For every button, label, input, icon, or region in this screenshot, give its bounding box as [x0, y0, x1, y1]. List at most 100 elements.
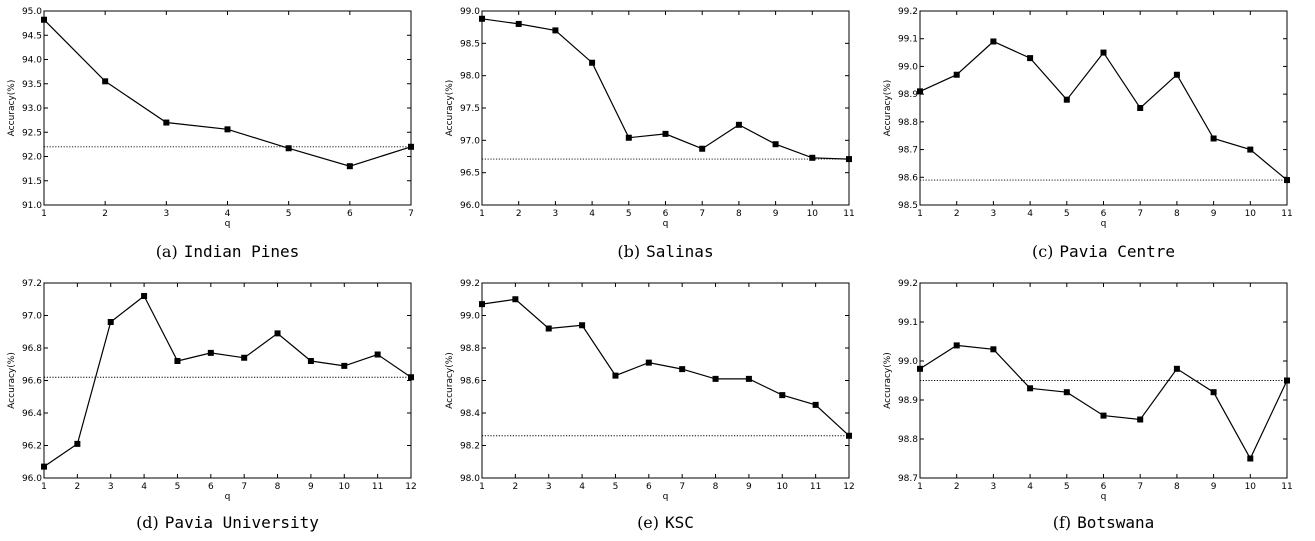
y-tick-label: 98.0	[460, 72, 480, 82]
data-point	[1137, 105, 1144, 111]
x-axis-label: q	[1101, 492, 1107, 502]
caption-dataset-name: Botswana	[1077, 513, 1154, 532]
x-tick-label: 11	[843, 209, 854, 219]
x-tick-label: 4	[225, 209, 231, 219]
y-tick-label: 91.5	[22, 177, 42, 187]
caption-dataset-name: Indian Pines	[184, 242, 300, 261]
x-tick-label: 10	[1245, 209, 1257, 219]
caption-letter: (f)	[1053, 513, 1071, 532]
data-point	[174, 358, 181, 364]
chart-panel-4: 96.096.296.496.696.897.097.21 2 3 4 5 6 7 8 9 10 1…	[7, 279, 417, 532]
y-axis-label: Accuracy(%)	[883, 80, 893, 137]
x-tick-label: 9	[308, 482, 314, 492]
data-point	[917, 88, 923, 95]
x-tick-label: 8	[1174, 209, 1180, 219]
data-point	[579, 322, 586, 329]
y-tick-label: 98.5	[460, 39, 480, 49]
data-point	[1137, 416, 1144, 423]
panel-caption: (b) Salinas	[617, 242, 713, 261]
y-tick-label: 99.2	[898, 279, 918, 289]
x-tick-label: 2	[954, 209, 960, 219]
y-tick-label: 96.0	[22, 474, 42, 484]
x-tick-label: 10	[807, 209, 819, 219]
caption-letter: (e)	[637, 513, 659, 532]
data-point	[1284, 177, 1290, 184]
y-tick-label: 92.0	[22, 153, 42, 163]
caption-dataset-name: Pavia Centre	[1059, 242, 1175, 261]
x-tick-label: 5	[613, 482, 619, 492]
y-tick-label: 97.2	[22, 279, 42, 289]
series-line	[43, 19, 412, 167]
y-tick-label: 96.0	[460, 201, 480, 211]
y-tick-label: 99.2	[898, 7, 918, 17]
y-tick-label: 96.2	[22, 442, 42, 452]
chart-panel-2: 96.0 96.5 97.0 97.5 98.0 98.5 99.0 1 2 3 4 5 6 7 8 9 10 1…	[445, 7, 855, 261]
data-point	[679, 366, 686, 373]
y-tick-label: 99.0	[460, 7, 480, 17]
panel-caption: (c) Pavia Centre	[1032, 242, 1175, 261]
data-point	[812, 401, 819, 408]
data-point	[374, 351, 381, 358]
data-point	[552, 27, 559, 34]
plot-frame	[43, 282, 412, 479]
data-point	[735, 121, 742, 128]
y-tick-label: 94.5	[22, 31, 42, 41]
series-line	[481, 298, 850, 437]
x-tick-label: 4	[589, 209, 595, 219]
data-point	[479, 301, 485, 308]
data-point	[408, 143, 414, 150]
y-tick-label: 97.5	[460, 104, 480, 114]
data-point	[479, 15, 485, 22]
y-tick-label: 96.4	[22, 409, 42, 419]
y-tick-label: 94.0	[22, 56, 42, 66]
y-axis-label: Accuracy(%)	[445, 80, 455, 137]
data-point	[1173, 365, 1180, 372]
data-point	[307, 358, 314, 364]
x-tick-label: 11	[1281, 482, 1292, 492]
caption-letter: (b)	[617, 242, 640, 261]
y-tick-label: 97.0	[22, 312, 42, 322]
x-tick-label: 7	[699, 209, 705, 219]
data-point	[779, 392, 786, 399]
data-point	[846, 156, 852, 163]
x-tick-label: 9	[1211, 209, 1217, 219]
y-tick-label: 91.0	[22, 201, 42, 211]
y-tick-label: 99.2	[460, 279, 480, 289]
series-line	[919, 40, 1288, 181]
x-tick-label: 10	[339, 482, 351, 492]
data-point	[285, 145, 292, 152]
x-tick-label: 2	[954, 482, 960, 492]
y-tick-label: 99.0	[460, 312, 480, 322]
y-tick-label: 93.5	[22, 80, 42, 90]
x-tick-label: 4	[1027, 482, 1033, 492]
data-point	[662, 130, 669, 137]
x-tick-label: 8	[713, 482, 719, 492]
series-line	[43, 295, 412, 468]
x-axis-label: q	[663, 492, 669, 502]
x-tick-label: 9	[773, 209, 779, 219]
y-tick-label: 98.6	[898, 173, 918, 183]
x-tick-label: 7	[1137, 482, 1143, 492]
y-tick-label: 92.5	[22, 128, 42, 138]
x-tick-label: 1	[917, 209, 923, 219]
y-tick-label: 98.0	[460, 474, 480, 484]
x-tick-label: 3	[991, 482, 997, 492]
x-tick-label: 4	[1027, 209, 1033, 219]
panel-caption: (d) Pavia University	[136, 513, 319, 532]
x-axis-label: q	[663, 219, 669, 229]
y-tick-label: 95.0	[22, 7, 42, 17]
x-tick-label: 7	[679, 482, 685, 492]
data-point	[953, 71, 960, 78]
chart-panel-5: 98.098.298.498.698.899.099.21 2 3 4 5 6 7 8 9 10 1…	[445, 279, 855, 532]
data-point	[41, 463, 47, 470]
data-point	[1210, 389, 1217, 396]
y-tick-label: 99.1	[898, 318, 918, 328]
y-tick-label: 99.0	[898, 62, 918, 72]
data-point	[1100, 49, 1107, 56]
data-point	[41, 16, 47, 23]
data-point	[1100, 412, 1107, 419]
x-tick-label: 6	[1101, 209, 1107, 219]
data-point	[1027, 385, 1034, 392]
data-point	[341, 362, 348, 369]
